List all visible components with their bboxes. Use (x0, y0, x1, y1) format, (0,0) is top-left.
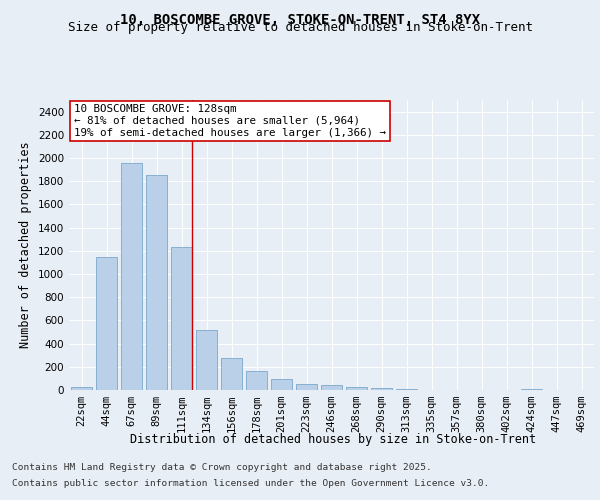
Y-axis label: Number of detached properties: Number of detached properties (19, 142, 32, 348)
Text: 10, BOSCOMBE GROVE, STOKE-ON-TRENT, ST4 8YX: 10, BOSCOMBE GROVE, STOKE-ON-TRENT, ST4 … (120, 12, 480, 26)
Bar (196, 330, 217, 390)
Bar (221, 358, 242, 390)
Bar (321, 385, 342, 390)
Bar (296, 384, 317, 390)
Text: 10 BOSCOMBE GROVE: 128sqm
← 81% of detached houses are smaller (5,964)
19% of se: 10 BOSCOMBE GROVE: 128sqm ← 81% of detac… (74, 104, 386, 138)
Text: Contains public sector information licensed under the Open Government Licence v3: Contains public sector information licen… (12, 478, 489, 488)
Bar (171, 248, 192, 390)
Text: Size of property relative to detached houses in Stoke-on-Trent: Size of property relative to detached ho… (67, 22, 533, 35)
Bar (146, 176, 167, 390)
Bar (396, 389, 417, 390)
Bar (271, 379, 292, 390)
Bar (371, 388, 392, 390)
Text: Distribution of detached houses by size in Stoke-on-Trent: Distribution of detached houses by size … (130, 432, 536, 446)
Bar (121, 162, 142, 390)
Bar (96, 256, 117, 390)
Bar (246, 372, 267, 390)
Bar (346, 387, 367, 390)
Text: Contains HM Land Registry data © Crown copyright and database right 2025.: Contains HM Land Registry data © Crown c… (12, 464, 432, 472)
Bar (71, 387, 92, 390)
Bar (521, 388, 542, 390)
